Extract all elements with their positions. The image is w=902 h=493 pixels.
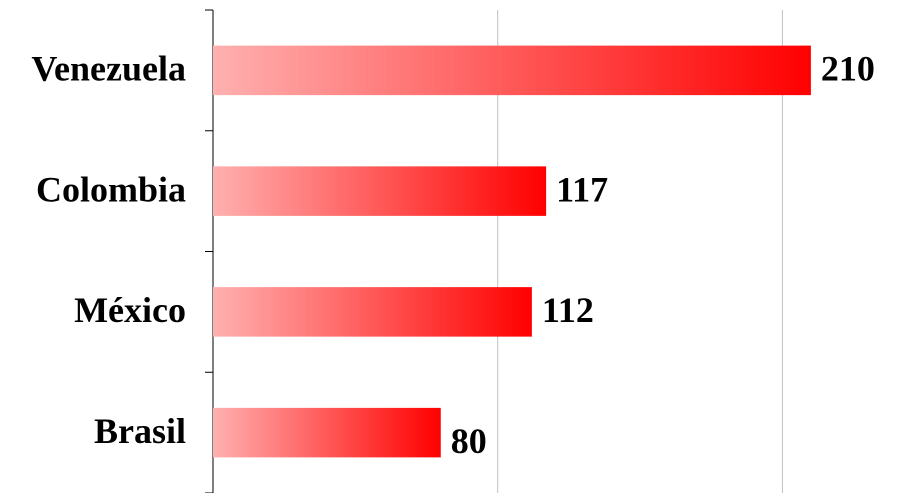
value-label: 80	[451, 421, 487, 461]
y-tick-label: Venezuela	[31, 49, 186, 89]
bar	[213, 407, 441, 458]
y-tick-label: México	[74, 290, 186, 330]
bar	[213, 287, 532, 337]
value-label: 112	[542, 290, 594, 330]
bar	[213, 45, 811, 96]
value-label: 210	[821, 49, 875, 89]
bar	[213, 166, 547, 216]
y-tick-label: Brasil	[94, 411, 186, 451]
y-tick-label: Colombia	[36, 169, 186, 209]
value-label: 117	[556, 169, 608, 209]
